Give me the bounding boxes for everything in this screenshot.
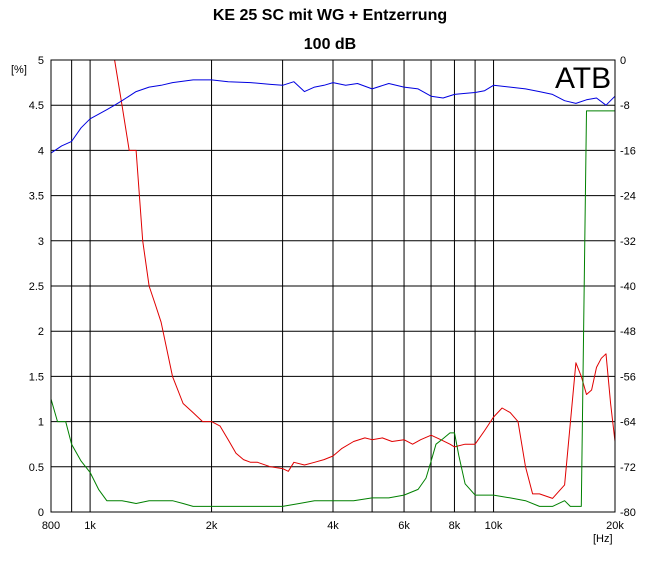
y-right-tick-label: -16 xyxy=(620,145,636,157)
x-tick-label: 4k xyxy=(327,520,339,532)
y-left-tick-label: 2.5 xyxy=(29,281,44,293)
y-left-tick-label: 0 xyxy=(38,507,44,519)
y-right-tick-label: -40 xyxy=(620,281,636,293)
y-left-tick-label: 3 xyxy=(38,236,44,248)
y-left-tick-label: 3.5 xyxy=(29,191,44,203)
chart-title: KE 25 SC mit WG + Entzerrung xyxy=(213,7,447,24)
x-tick-label: 20k xyxy=(606,520,624,532)
blue-series-line xyxy=(50,79,616,154)
y-right-tick-label: -64 xyxy=(620,417,636,429)
tick-labels: 0 0.5 1 1.5 2 2.5 3 3.5 4 4.5 5 0 -8 -16 -24 -32 -40 -48 -… xyxy=(29,55,636,532)
green-series-line xyxy=(50,110,615,507)
y-left-tick-label: 4.5 xyxy=(29,100,44,112)
x-tick-label: 6k xyxy=(398,520,410,532)
y-right-tick-label: 0 xyxy=(620,55,626,67)
chart-subtitle: 100 dB xyxy=(304,36,356,53)
y-left-unit: [%] xyxy=(11,64,27,76)
y-left-tick-label: 4 xyxy=(38,145,44,157)
series-group xyxy=(50,59,616,507)
grid xyxy=(50,59,616,513)
y-left-tick-label: 2 xyxy=(38,326,44,338)
y-right-tick-label: -8 xyxy=(620,100,630,112)
x-tick-label: 8k xyxy=(449,520,461,532)
y-right-tick-label: -32 xyxy=(620,236,636,248)
y-right-tick-label: -48 xyxy=(620,326,636,338)
x-tick-label: 2k xyxy=(206,520,218,532)
y-right-tick-label: -80 xyxy=(620,507,636,519)
y-right-tick-label: -24 xyxy=(620,191,636,203)
y-left-tick-label: 5 xyxy=(38,55,44,67)
y-right-tick-label: -56 xyxy=(620,371,636,383)
y-left-tick-label: 1 xyxy=(38,417,44,429)
atb-logo: ATB xyxy=(555,62,611,95)
y-right-tick-label: -72 xyxy=(620,462,636,474)
x-tick-label: 1k xyxy=(84,520,96,532)
x-tick-label: 800 xyxy=(42,520,60,532)
x-tick-label: 10k xyxy=(485,520,503,532)
plot-frame xyxy=(50,59,616,513)
x-unit: [Hz] xyxy=(593,533,613,545)
red-series-line xyxy=(51,59,616,499)
y-left-tick-label: 1.5 xyxy=(29,371,44,383)
y-left-tick-label: 0.5 xyxy=(29,462,44,474)
